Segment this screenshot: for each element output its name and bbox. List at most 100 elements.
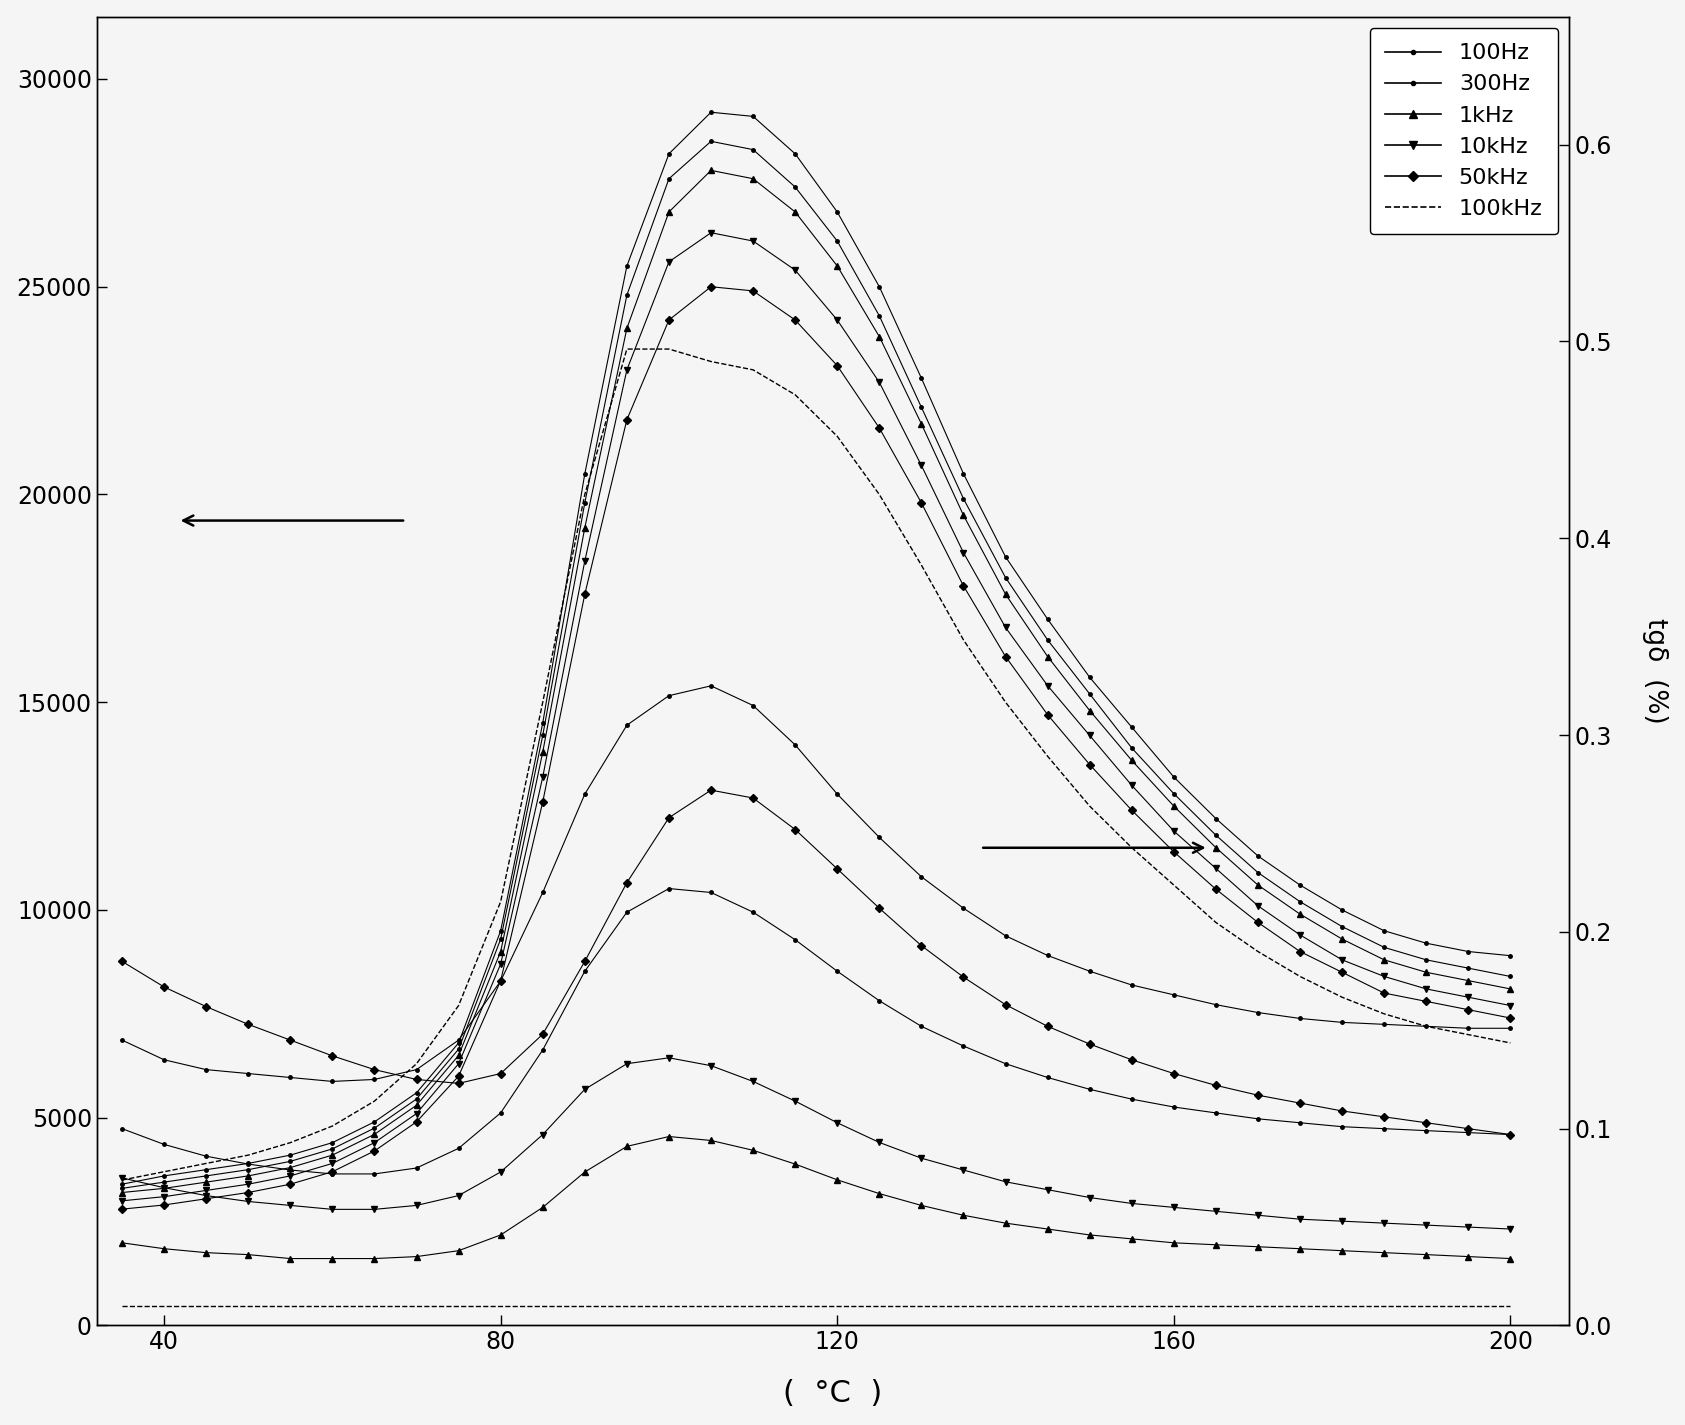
300Hz <box>1080 685 1100 703</box>
100kHz <box>996 694 1016 711</box>
10kHz <box>1291 926 1311 943</box>
50kHz <box>322 1163 342 1180</box>
1kHz <box>532 744 553 761</box>
1kHz <box>1038 648 1058 665</box>
50kHz <box>1038 707 1058 724</box>
10kHz <box>406 1104 426 1121</box>
100Hz <box>490 922 511 939</box>
1kHz <box>785 204 805 221</box>
10kHz <box>1458 989 1478 1006</box>
1kHz <box>701 162 721 180</box>
Legend: 100Hz, 300Hz, 1kHz, 10kHz, 50kHz, 100kHz: 100Hz, 300Hz, 1kHz, 10kHz, 50kHz, 100kHz <box>1370 27 1559 235</box>
1kHz <box>1206 839 1227 856</box>
1kHz <box>364 1126 384 1143</box>
10kHz <box>195 1181 216 1198</box>
10kHz <box>1249 898 1269 915</box>
10kHz <box>1038 677 1058 694</box>
50kHz <box>1080 757 1100 774</box>
100Hz <box>364 1113 384 1130</box>
10kHz <box>701 224 721 241</box>
50kHz <box>912 494 932 512</box>
300Hz <box>532 727 553 744</box>
100kHz <box>912 557 932 574</box>
10kHz <box>785 262 805 279</box>
100Hz <box>195 1161 216 1178</box>
1kHz <box>743 170 763 187</box>
100kHz <box>701 353 721 370</box>
1kHz <box>1500 980 1520 998</box>
10kHz <box>1122 777 1142 794</box>
100Hz <box>532 714 553 731</box>
50kHz <box>1415 993 1436 1010</box>
50kHz <box>1458 1002 1478 1019</box>
1kHz <box>954 507 974 524</box>
Line: 50kHz: 50kHz <box>120 284 1513 1211</box>
100Hz <box>912 369 932 386</box>
50kHz <box>280 1176 300 1193</box>
300Hz <box>238 1161 258 1178</box>
300Hz <box>364 1120 384 1137</box>
50kHz <box>1249 913 1269 931</box>
100Hz <box>448 1035 468 1052</box>
100Hz <box>1373 922 1393 939</box>
300Hz <box>1373 939 1393 956</box>
300Hz <box>280 1153 300 1170</box>
100Hz <box>659 145 679 162</box>
100kHz <box>827 428 848 445</box>
100kHz <box>659 341 679 358</box>
50kHz <box>996 648 1016 665</box>
10kHz <box>1333 952 1353 969</box>
50kHz <box>406 1113 426 1130</box>
1kHz <box>827 258 848 275</box>
100kHz <box>575 486 595 503</box>
100kHz <box>406 1054 426 1072</box>
300Hz <box>1291 893 1311 911</box>
100kHz <box>153 1163 174 1180</box>
10kHz <box>322 1154 342 1171</box>
10kHz <box>954 544 974 561</box>
100Hz <box>785 145 805 162</box>
10kHz <box>1080 727 1100 744</box>
1kHz <box>1249 876 1269 893</box>
10kHz <box>659 254 679 271</box>
300Hz <box>1415 952 1436 969</box>
Y-axis label: tgδ  (%): tgδ (%) <box>1643 618 1668 724</box>
1kHz <box>1080 703 1100 720</box>
300Hz <box>153 1174 174 1191</box>
100kHz <box>1164 876 1185 893</box>
1kHz <box>1458 972 1478 989</box>
300Hz <box>111 1180 131 1197</box>
50kHz <box>238 1184 258 1201</box>
50kHz <box>1122 802 1142 819</box>
300Hz <box>575 494 595 512</box>
100kHz <box>1291 968 1311 985</box>
100Hz <box>1333 902 1353 919</box>
100Hz <box>322 1134 342 1151</box>
100Hz <box>1122 718 1142 735</box>
100Hz <box>1415 935 1436 952</box>
100Hz <box>1249 848 1269 865</box>
1kHz <box>153 1180 174 1197</box>
1kHz <box>195 1174 216 1191</box>
1kHz <box>1415 963 1436 980</box>
10kHz <box>996 618 1016 636</box>
100Hz <box>954 465 974 482</box>
100kHz <box>1122 839 1142 856</box>
10kHz <box>617 362 637 379</box>
1kHz <box>238 1167 258 1184</box>
300Hz <box>490 931 511 948</box>
100kHz <box>1249 943 1269 960</box>
100kHz <box>1206 913 1227 931</box>
300Hz <box>1206 826 1227 844</box>
100kHz <box>1080 798 1100 815</box>
300Hz <box>659 170 679 187</box>
100kHz <box>322 1117 342 1134</box>
50kHz <box>575 586 595 603</box>
50kHz <box>743 282 763 299</box>
50kHz <box>490 972 511 989</box>
300Hz <box>617 286 637 304</box>
10kHz <box>1164 822 1185 839</box>
100Hz <box>1500 948 1520 965</box>
100Hz <box>827 204 848 221</box>
10kHz <box>827 312 848 329</box>
